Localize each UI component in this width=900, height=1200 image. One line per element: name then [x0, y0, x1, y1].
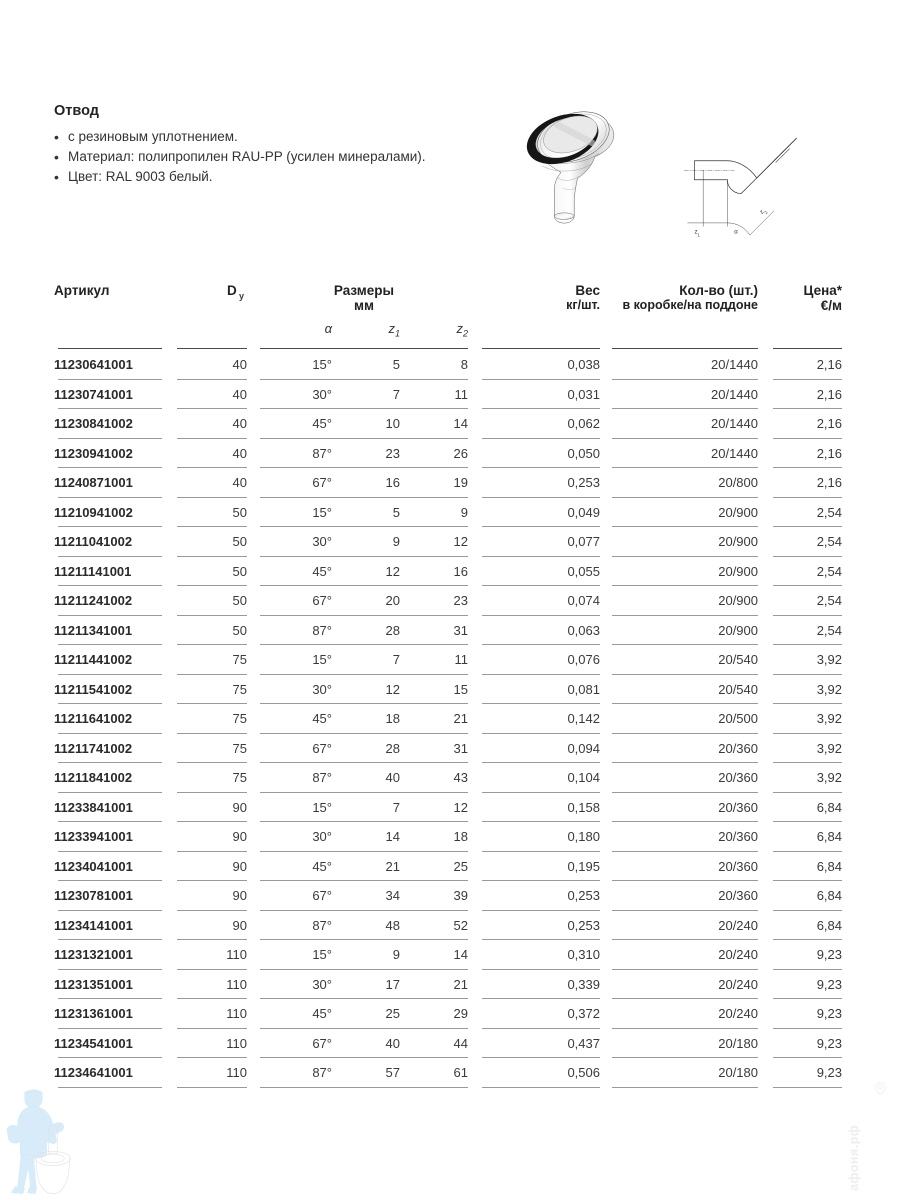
svg-text:z2: z2	[759, 207, 769, 217]
svg-text:z1: z1	[695, 229, 701, 237]
svg-text:α: α	[734, 229, 738, 235]
